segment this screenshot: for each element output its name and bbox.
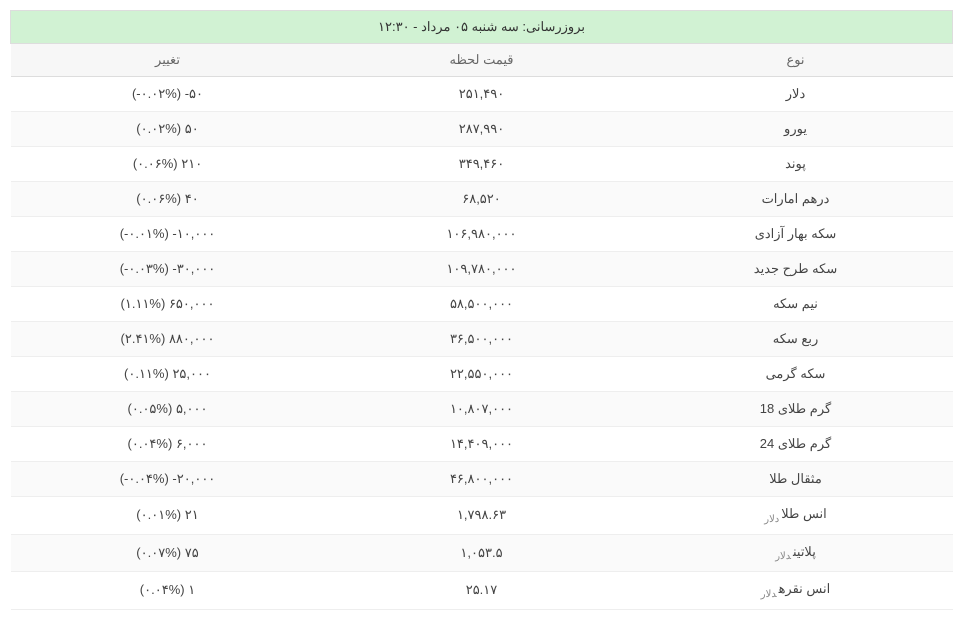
item-name: گرم طلای 18 [760,401,831,416]
item-name: پوند [785,156,806,171]
cell-change: ۶,۰۰۰ (۰.۰۴%) [11,427,325,462]
table-row: ربع سکه ۳۶,۵۰۰,۰۰۰۸۸۰,۰۰۰ (۲.۴۱%) [11,322,953,357]
update-label: بروزرسانی: سه شنبه ۰۵ مرداد - ۱۲:۳۰ [11,11,953,44]
cell-change: ۵۰- (۰.۰۲%-) [11,77,325,112]
table-row: سکه گرمی ۲۲,۵۵۰,۰۰۰۲۵,۰۰۰ (۰.۱۱%) [11,357,953,392]
cell-price: ۱۰,۸۰۷,۰۰۰ [325,392,639,427]
cell-price: ۵۸,۵۰۰,۰۰۰ [325,287,639,322]
cell-price: ۲۵۱,۴۹۰ [325,77,639,112]
cell-change: ۶۵۰,۰۰۰ (۱.۱۱%) [11,287,325,322]
table-row: سکه طرح جدید ۱۰۹,۷۸۰,۰۰۰۳۰,۰۰۰- (۰.۰۳%-) [11,252,953,287]
cell-price: ۶۸,۵۲۰ [325,182,639,217]
cell-name: نیم سکه [639,287,953,322]
unit-badge: دلار [775,551,791,562]
cell-name: سکه گرمی [639,357,953,392]
cell-name: انس طلادلار [639,497,953,535]
item-name: انس طلا [781,506,827,521]
cell-price: ۱۰۶,۹۸۰,۰۰۰ [325,217,639,252]
cell-price: ۱۴,۴۰۹,۰۰۰ [325,427,639,462]
cell-price: ۳۶,۵۰۰,۰۰۰ [325,322,639,357]
cell-name: مثقال طلا [639,462,953,497]
update-row: بروزرسانی: سه شنبه ۰۵ مرداد - ۱۲:۳۰ [11,11,953,44]
col-header-change: تغییر [11,44,325,77]
cell-price: ۱,۷۹۸.۶۳ [325,497,639,535]
item-name: مثقال طلا [769,471,822,486]
cell-price: ۱,۰۵۳.۵ [325,534,639,572]
col-header-price: قیمت لحظه [325,44,639,77]
cell-change: ۵۰ (۰.۰۲%) [11,112,325,147]
table-row: نیم سکه ۵۸,۵۰۰,۰۰۰۶۵۰,۰۰۰ (۱.۱۱%) [11,287,953,322]
table-row: دلار ۲۵۱,۴۹۰۵۰- (۰.۰۲%-) [11,77,953,112]
cell-price: ۳۴۹,۴۶۰ [325,147,639,182]
table-row: درهم امارات ۶۸,۵۲۰۴۰ (۰.۰۶%) [11,182,953,217]
cell-change: ۲۵,۰۰۰ (۰.۱۱%) [11,357,325,392]
table-body: دلار ۲۵۱,۴۹۰۵۰- (۰.۰۲%-) یورو ۲۸۷,۹۹۰۵۰ (۰.… [11,77,953,610]
cell-name: گرم طلای 24 [639,427,953,462]
cell-price: ۲۸۷,۹۹۰ [325,112,639,147]
cell-price: ۲۵.۱۷ [325,572,639,610]
item-name: انس نقره [779,581,831,596]
table-row: یورو ۲۸۷,۹۹۰۵۰ (۰.۰۲%) [11,112,953,147]
item-name: پلاتین [793,544,816,559]
cell-name: درهم امارات [639,182,953,217]
cell-price: ۱۰۹,۷۸۰,۰۰۰ [325,252,639,287]
cell-change: ۳۰,۰۰۰- (۰.۰۳%-) [11,252,325,287]
col-header-name: نوع [639,44,953,77]
cell-name: سکه بهار آزادی [639,217,953,252]
cell-name: پوند [639,147,953,182]
item-name: سکه گرمی [766,366,826,381]
item-name: ربع سکه [773,331,818,346]
item-name: سکه طرح جدید [754,261,837,276]
cell-change: ۱ (۰.۰۴%) [11,572,325,610]
item-name: دلار [786,86,805,101]
item-name: درهم امارات [762,191,830,206]
cell-change: ۴۰ (۰.۰۶%) [11,182,325,217]
unit-badge: دلار [761,589,777,600]
table-row: پلاتیندلار۱,۰۵۳.۵۷۵ (۰.۰۷%) [11,534,953,572]
cell-change: ۲۰,۰۰۰- (۰.۰۴%-) [11,462,325,497]
table-row: سکه بهار آزادی ۱۰۶,۹۸۰,۰۰۰۱۰,۰۰۰- (۰.۰۱%-… [11,217,953,252]
table-row: گرم طلای 24 ۱۴,۴۰۹,۰۰۰۶,۰۰۰ (۰.۰۴%) [11,427,953,462]
cell-name: انس نقرهدلار [639,572,953,610]
table-row: مثقال طلا ۴۶,۸۰۰,۰۰۰۲۰,۰۰۰- (۰.۰۴%-) [11,462,953,497]
cell-change: ۲۱۰ (۰.۰۶%) [11,147,325,182]
cell-name: یورو [639,112,953,147]
unit-badge: دلار [764,514,779,525]
table-row: گرم طلای 18 ۱۰,۸۰۷,۰۰۰۵,۰۰۰ (۰.۰۵%) [11,392,953,427]
price-table: بروزرسانی: سه شنبه ۰۵ مرداد - ۱۲:۳۰ نوع … [10,10,953,610]
cell-change: ۱۰,۰۰۰- (۰.۰۱%-) [11,217,325,252]
table-row: پوند ۳۴۹,۴۶۰۲۱۰ (۰.۰۶%) [11,147,953,182]
cell-name: دلار [639,77,953,112]
cell-change: ۵,۰۰۰ (۰.۰۵%) [11,392,325,427]
item-name: یورو [784,121,807,136]
item-name: نیم سکه [773,296,818,311]
cell-price: ۴۶,۸۰۰,۰۰۰ [325,462,639,497]
cell-price: ۲۲,۵۵۰,۰۰۰ [325,357,639,392]
cell-name: ربع سکه [639,322,953,357]
cell-change: ۷۵ (۰.۰۷%) [11,534,325,572]
header-row: نوع قیمت لحظه تغییر [11,44,953,77]
cell-name: سکه طرح جدید [639,252,953,287]
cell-change: ۸۸۰,۰۰۰ (۲.۴۱%) [11,322,325,357]
table-row: انس نقرهدلار۲۵.۱۷۱ (۰.۰۴%) [11,572,953,610]
item-name: سکه بهار آزادی [755,226,837,241]
cell-change: ۲۱ (۰.۰۱%) [11,497,325,535]
cell-name: پلاتیندلار [639,534,953,572]
cell-name: گرم طلای 18 [639,392,953,427]
item-name: گرم طلای 24 [760,436,831,451]
table-row: انس طلادلار۱,۷۹۸.۶۳۲۱ (۰.۰۱%) [11,497,953,535]
